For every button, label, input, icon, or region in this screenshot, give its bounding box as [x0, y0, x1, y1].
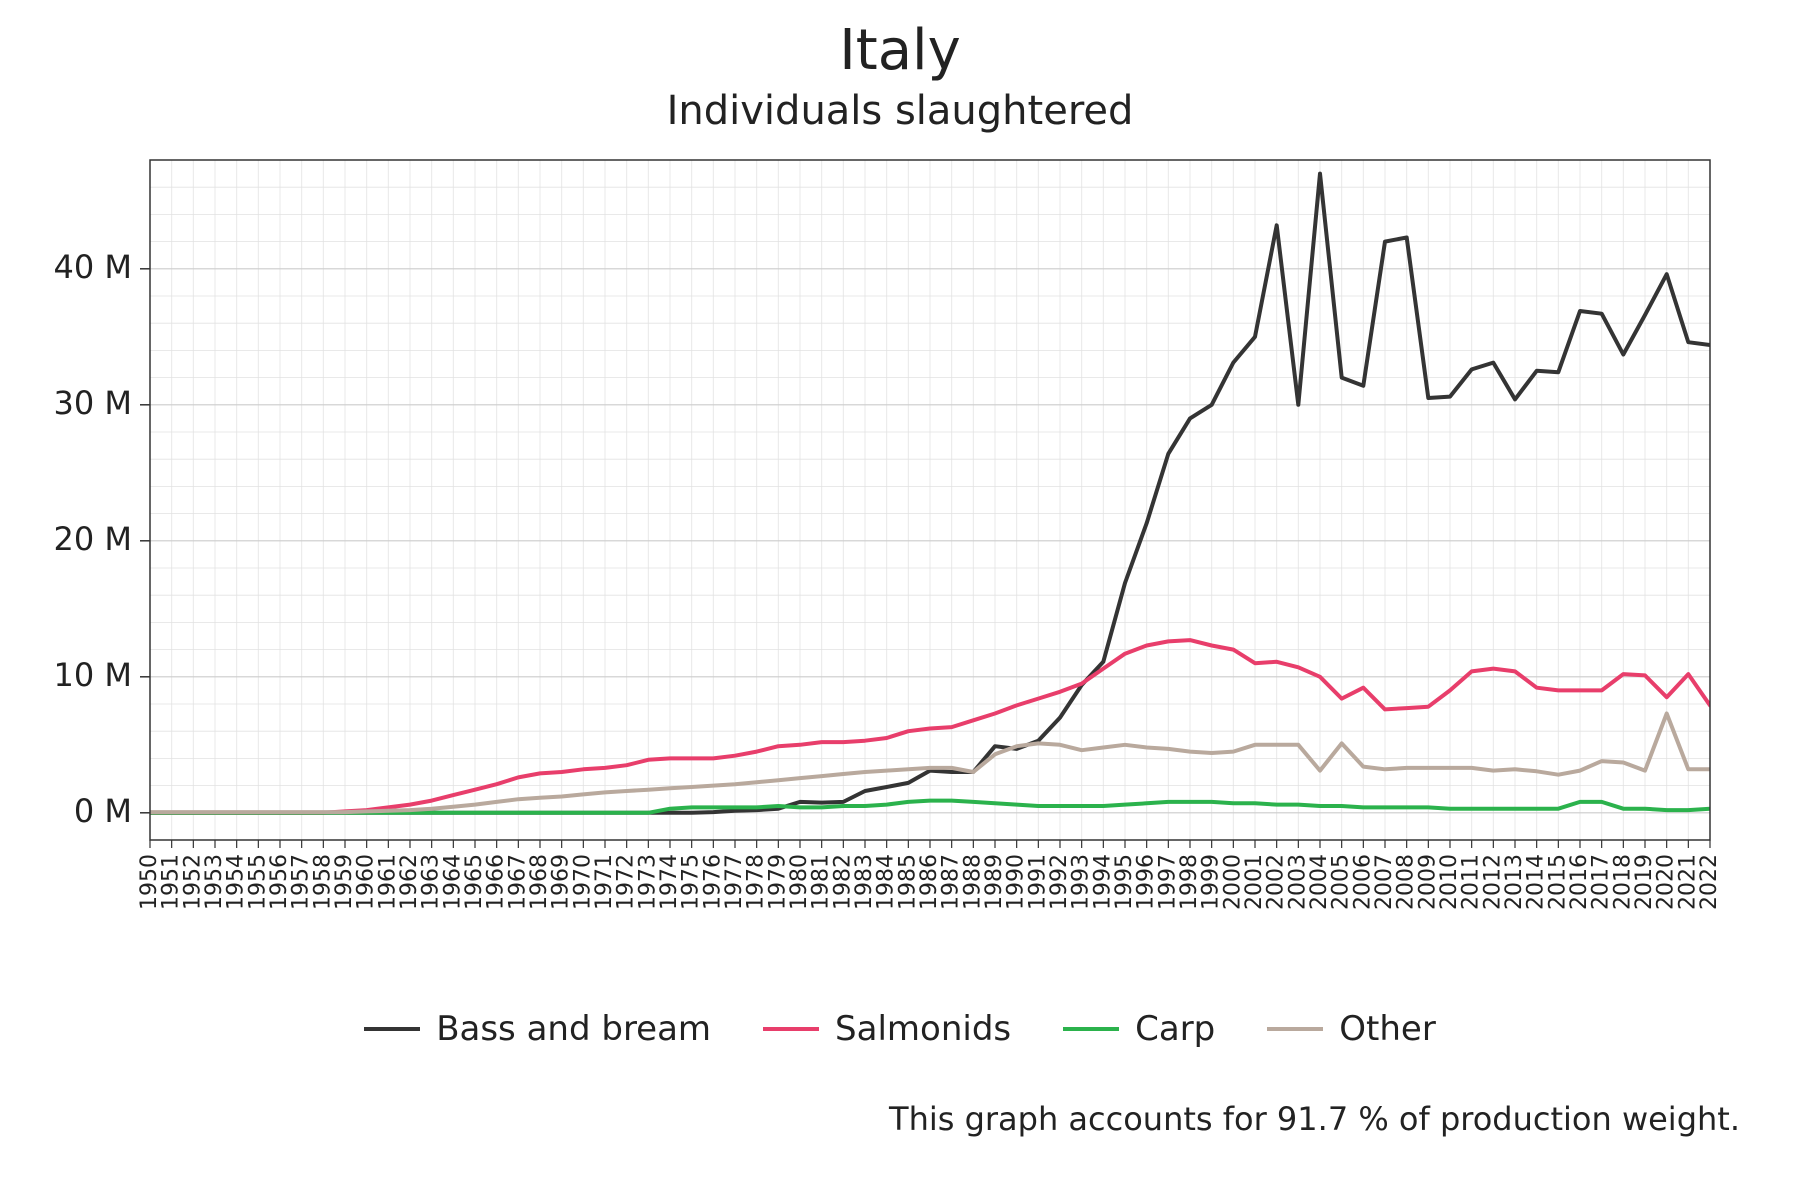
legend-label: Bass and bream: [436, 1009, 711, 1049]
svg-text:20 M: 20 M: [54, 520, 133, 558]
legend-item: Carp: [1063, 1009, 1215, 1049]
legend-swatch: [364, 1027, 420, 1031]
legend-item: Other: [1267, 1009, 1436, 1049]
chart-legend: Bass and bream Salmonids Carp Other: [0, 1000, 1800, 1049]
chart-caption: This graph accounts for 91.7 % of produc…: [889, 1100, 1740, 1138]
legend-label: Salmonids: [835, 1009, 1011, 1049]
legend-label: Other: [1339, 1009, 1436, 1049]
legend-label: Carp: [1135, 1009, 1215, 1049]
legend-item: Bass and bream: [364, 1009, 711, 1049]
legend-swatch: [763, 1027, 819, 1031]
svg-text:10 M: 10 M: [54, 656, 133, 694]
svg-text:40 M: 40 M: [54, 248, 133, 286]
legend-swatch: [1063, 1027, 1119, 1031]
svg-text:30 M: 30 M: [54, 384, 133, 422]
legend-item: Salmonids: [763, 1009, 1011, 1049]
svg-text:0 M: 0 M: [74, 792, 132, 830]
svg-text:2022: 2022: [1697, 854, 1722, 910]
legend-swatch: [1267, 1027, 1323, 1031]
